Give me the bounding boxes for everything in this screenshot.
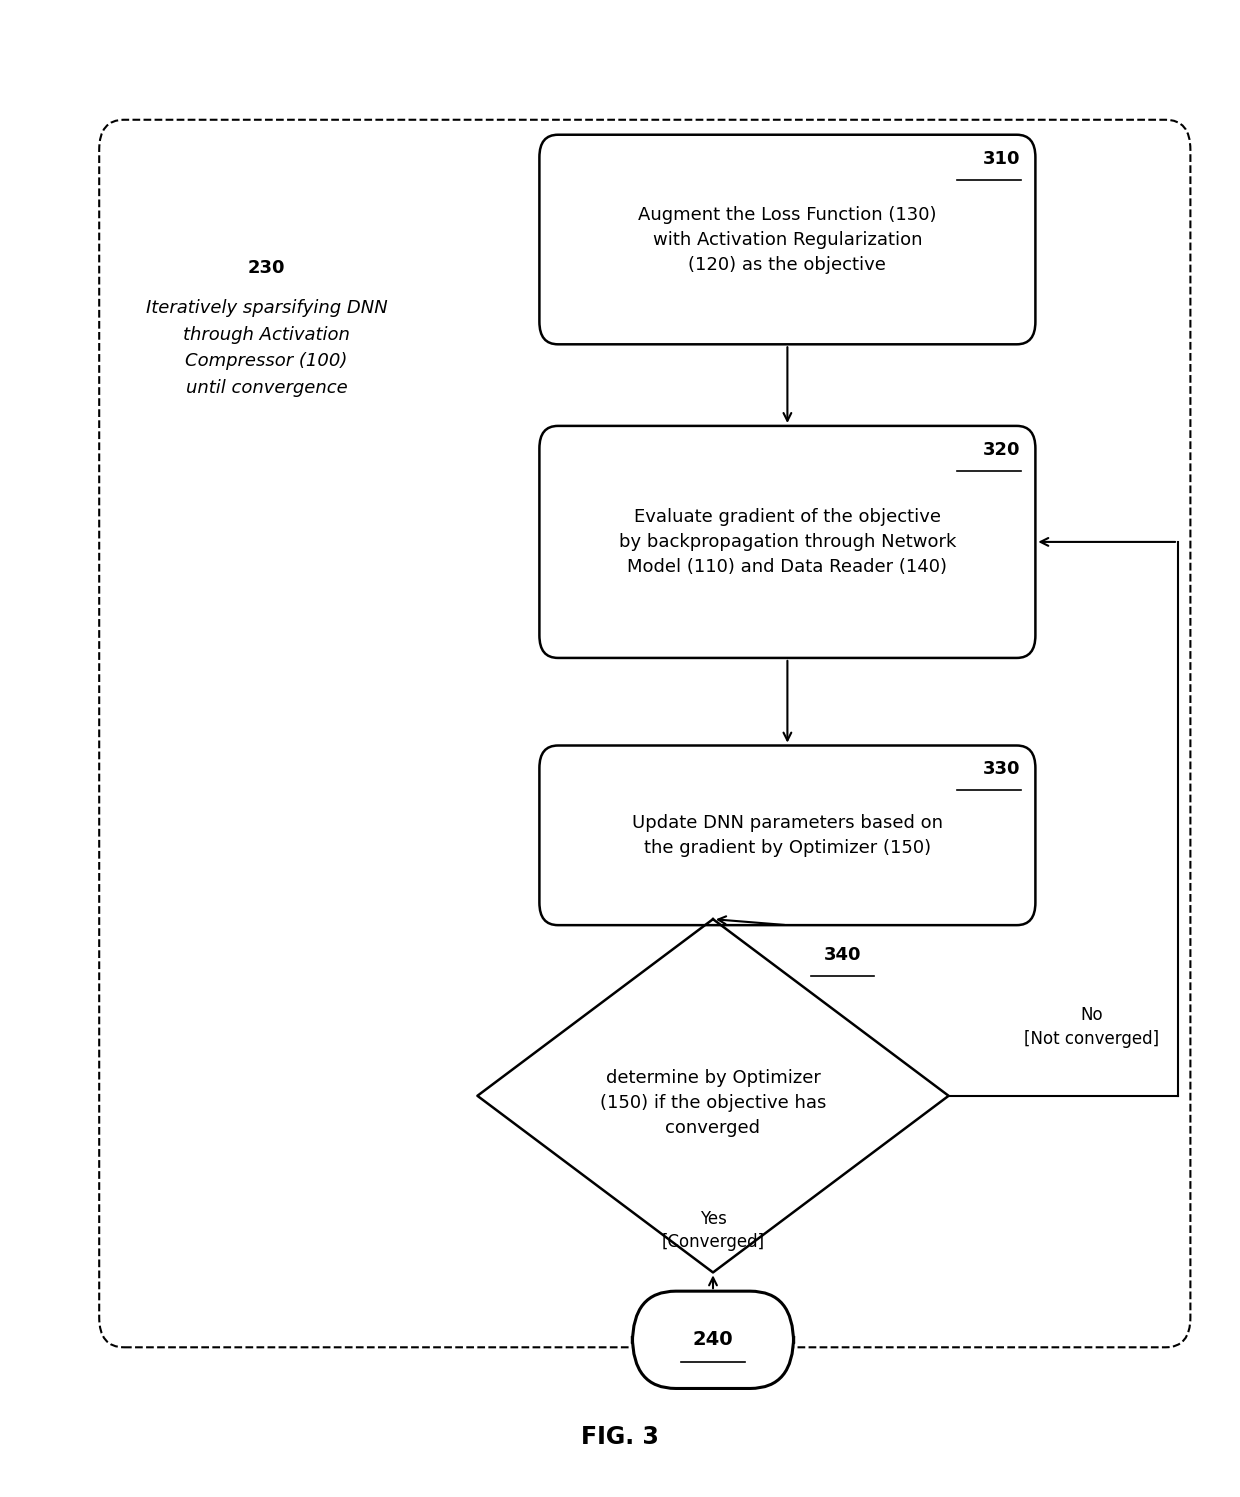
Text: 230: 230 — [248, 259, 285, 277]
Text: 340: 340 — [823, 946, 862, 964]
Text: No
[Not converged]: No [Not converged] — [1024, 1006, 1158, 1048]
Text: Iteratively sparsifying DNN
through Activation
Compressor (100)
until convergenc: Iteratively sparsifying DNN through Acti… — [146, 299, 387, 397]
Text: Augment the Loss Function (130)
with Activation Regularization
(120) as the obje: Augment the Loss Function (130) with Act… — [639, 205, 936, 274]
Text: Update DNN parameters based on
the gradient by Optimizer (150): Update DNN parameters based on the gradi… — [632, 814, 942, 856]
Text: 330: 330 — [983, 760, 1021, 778]
FancyBboxPatch shape — [632, 1290, 794, 1389]
Text: 240: 240 — [693, 1331, 733, 1349]
FancyBboxPatch shape — [539, 746, 1035, 925]
Text: FIG. 3: FIG. 3 — [582, 1425, 658, 1449]
FancyBboxPatch shape — [539, 425, 1035, 659]
Text: 310: 310 — [983, 150, 1021, 168]
FancyBboxPatch shape — [539, 135, 1035, 344]
Text: 320: 320 — [983, 440, 1021, 460]
Text: determine by Optimizer
(150) if the objective has
converged: determine by Optimizer (150) if the obje… — [600, 1069, 826, 1138]
Text: Yes
[Converged]: Yes [Converged] — [661, 1210, 765, 1251]
Text: Evaluate gradient of the objective
by backpropagation through Network
Model (110: Evaluate gradient of the objective by ba… — [619, 507, 956, 576]
FancyBboxPatch shape — [99, 120, 1190, 1347]
